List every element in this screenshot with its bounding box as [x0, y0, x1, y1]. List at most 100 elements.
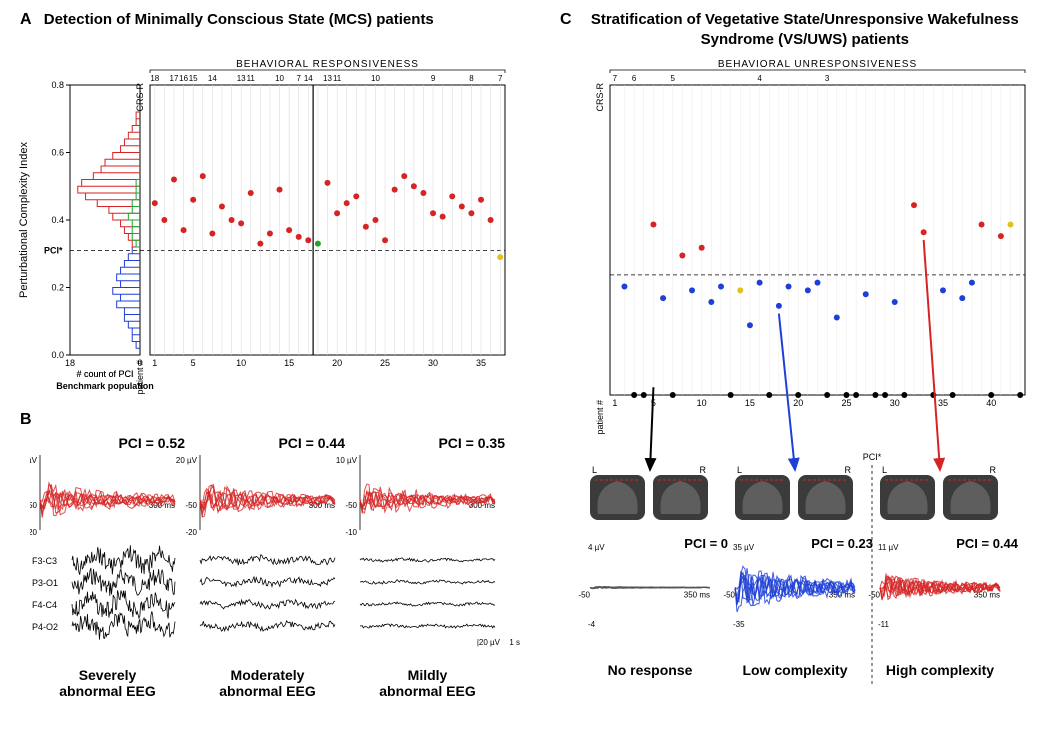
svg-text:15: 15	[189, 74, 198, 83]
svg-text:R: R	[990, 465, 997, 475]
panel-b-chart: PCI = 0.5220 µV-20-50300 msF3-C3P3-O1F4-…	[30, 430, 530, 730]
svg-text:17: 17	[170, 74, 179, 83]
svg-text:10: 10	[236, 358, 246, 368]
svg-text:-50: -50	[868, 591, 880, 600]
svg-text:-10: -10	[345, 528, 357, 537]
panel-c-chart: BEHAVIORAL UNRESPONSIVENESSCRS-R76543151…	[575, 55, 1035, 735]
panel-a-title-text: Detection of Minimally Conscious State (…	[44, 11, 434, 28]
svg-text:-50: -50	[723, 591, 735, 600]
svg-text:Perturbational Complexity Inde: Perturbational Complexity Index	[18, 142, 30, 298]
svg-text:-4: -4	[588, 620, 596, 629]
panel-c-title-text: Stratification of Vegetative State/Unres…	[591, 11, 1019, 48]
svg-text:P3-O1: P3-O1	[32, 578, 58, 588]
svg-text:PCI = 0.44: PCI = 0.44	[956, 536, 1019, 551]
svg-text:30: 30	[890, 398, 900, 408]
panel-c-letter: C	[560, 10, 572, 31]
svg-text:20: 20	[332, 358, 342, 368]
svg-text:4: 4	[757, 74, 762, 83]
svg-text:Moderately: Moderately	[231, 667, 305, 683]
svg-text:16: 16	[179, 74, 188, 83]
svg-text:-20: -20	[30, 528, 38, 537]
panel-c-title: C Stratification of Vegetative State/Unr…	[560, 10, 1030, 49]
svg-text:CRS-R: CRS-R	[595, 83, 605, 112]
svg-text:7: 7	[498, 74, 503, 83]
svg-text:-50: -50	[578, 591, 590, 600]
svg-text:35 µV: 35 µV	[733, 543, 755, 552]
panel-b-svg: PCI = 0.5220 µV-20-50300 msF3-C3P3-O1F4-…	[30, 430, 530, 730]
svg-text:BEHAVIORAL UNRESPONSIVENESS: BEHAVIORAL UNRESPONSIVENESS	[718, 59, 917, 70]
svg-text:7: 7	[613, 74, 618, 83]
svg-text:PCI = 0.52: PCI = 0.52	[118, 435, 185, 451]
svg-text:0.4: 0.4	[51, 215, 64, 225]
svg-text:13: 13	[323, 74, 332, 83]
svg-text:L: L	[592, 465, 597, 475]
panel-a-letter: A	[20, 11, 32, 28]
panel-c-svg: BEHAVIORAL UNRESPONSIVENESSCRS-R76543151…	[575, 55, 1035, 735]
svg-text:Low complexity: Low complexity	[742, 662, 847, 678]
svg-text:30: 30	[428, 358, 438, 368]
svg-text:-35: -35	[733, 620, 745, 629]
svg-text:CRS-R: CRS-R	[135, 83, 145, 112]
svg-text:PCI = 0: PCI = 0	[684, 536, 728, 551]
svg-text:35: 35	[476, 358, 486, 368]
svg-text:8: 8	[469, 74, 474, 83]
svg-text:High complexity: High complexity	[886, 662, 994, 678]
svg-text:|20 µV: |20 µV	[477, 638, 501, 647]
svg-text:-50: -50	[345, 501, 357, 510]
svg-text:18: 18	[65, 358, 75, 368]
svg-text:BEHAVIORAL RESPONSIVENESS: BEHAVIORAL RESPONSIVENESS	[236, 59, 419, 70]
svg-text:20 µV: 20 µV	[30, 456, 38, 465]
svg-text:Severely: Severely	[79, 667, 137, 683]
svg-text:abnormal EEG: abnormal EEG	[219, 683, 316, 699]
svg-text:P4-O2: P4-O2	[32, 622, 58, 632]
svg-text:0.6: 0.6	[51, 148, 64, 158]
svg-text:abnormal EEG: abnormal EEG	[379, 683, 476, 699]
svg-text:35: 35	[938, 398, 948, 408]
svg-text:abnormal EEG: abnormal EEG	[59, 683, 156, 699]
svg-text:11: 11	[247, 74, 256, 83]
svg-text:-50: -50	[185, 501, 197, 510]
svg-text:20: 20	[793, 398, 803, 408]
svg-text:0.8: 0.8	[51, 80, 64, 90]
svg-text:1 s: 1 s	[509, 638, 520, 647]
svg-text:PCI*: PCI*	[863, 452, 882, 462]
svg-text:10 µV: 10 µV	[336, 456, 358, 465]
svg-text:20 µV: 20 µV	[176, 456, 198, 465]
panel-b-title: B	[20, 410, 40, 431]
svg-text:7: 7	[296, 74, 301, 83]
svg-text:patient #: patient #	[135, 360, 145, 395]
svg-text:0.2: 0.2	[51, 283, 64, 293]
svg-text:350 ms: 350 ms	[684, 591, 710, 600]
svg-text:15: 15	[284, 358, 294, 368]
svg-text:PCI = 0.23: PCI = 0.23	[811, 536, 873, 551]
svg-text:F4-C4: F4-C4	[32, 600, 57, 610]
svg-text:# count of PCI: # count of PCI	[76, 369, 133, 379]
svg-text:25: 25	[841, 398, 851, 408]
svg-text:R: R	[845, 465, 852, 475]
svg-text:patient #: patient #	[595, 400, 605, 435]
svg-text:15: 15	[745, 398, 755, 408]
svg-text:1: 1	[612, 398, 617, 408]
svg-text:25: 25	[380, 358, 390, 368]
svg-text:L: L	[882, 465, 887, 475]
panel-b-letter: B	[20, 411, 32, 428]
svg-text:10: 10	[697, 398, 707, 408]
svg-text:11: 11	[333, 74, 342, 83]
svg-text:No response: No response	[608, 662, 693, 678]
svg-text:6: 6	[632, 74, 637, 83]
svg-text:14: 14	[304, 74, 313, 83]
svg-text:R: R	[700, 465, 707, 475]
svg-text:10: 10	[275, 74, 284, 83]
svg-text:10: 10	[371, 74, 380, 83]
svg-text:9: 9	[431, 74, 436, 83]
svg-text:3: 3	[825, 74, 830, 83]
svg-text:PCI*: PCI*	[44, 245, 63, 255]
svg-text:4 µV: 4 µV	[588, 543, 605, 552]
svg-text:L: L	[737, 465, 742, 475]
svg-text:0.0: 0.0	[51, 350, 64, 360]
panel-a-chart: Perturbational Complexity Index 0.0 0.2 0.4…	[15, 55, 515, 395]
svg-text:5: 5	[191, 358, 196, 368]
svg-text:-11: -11	[878, 620, 890, 629]
svg-text:14: 14	[208, 74, 217, 83]
panel-a-title: A Detection of Minimally Conscious State…	[20, 10, 500, 31]
